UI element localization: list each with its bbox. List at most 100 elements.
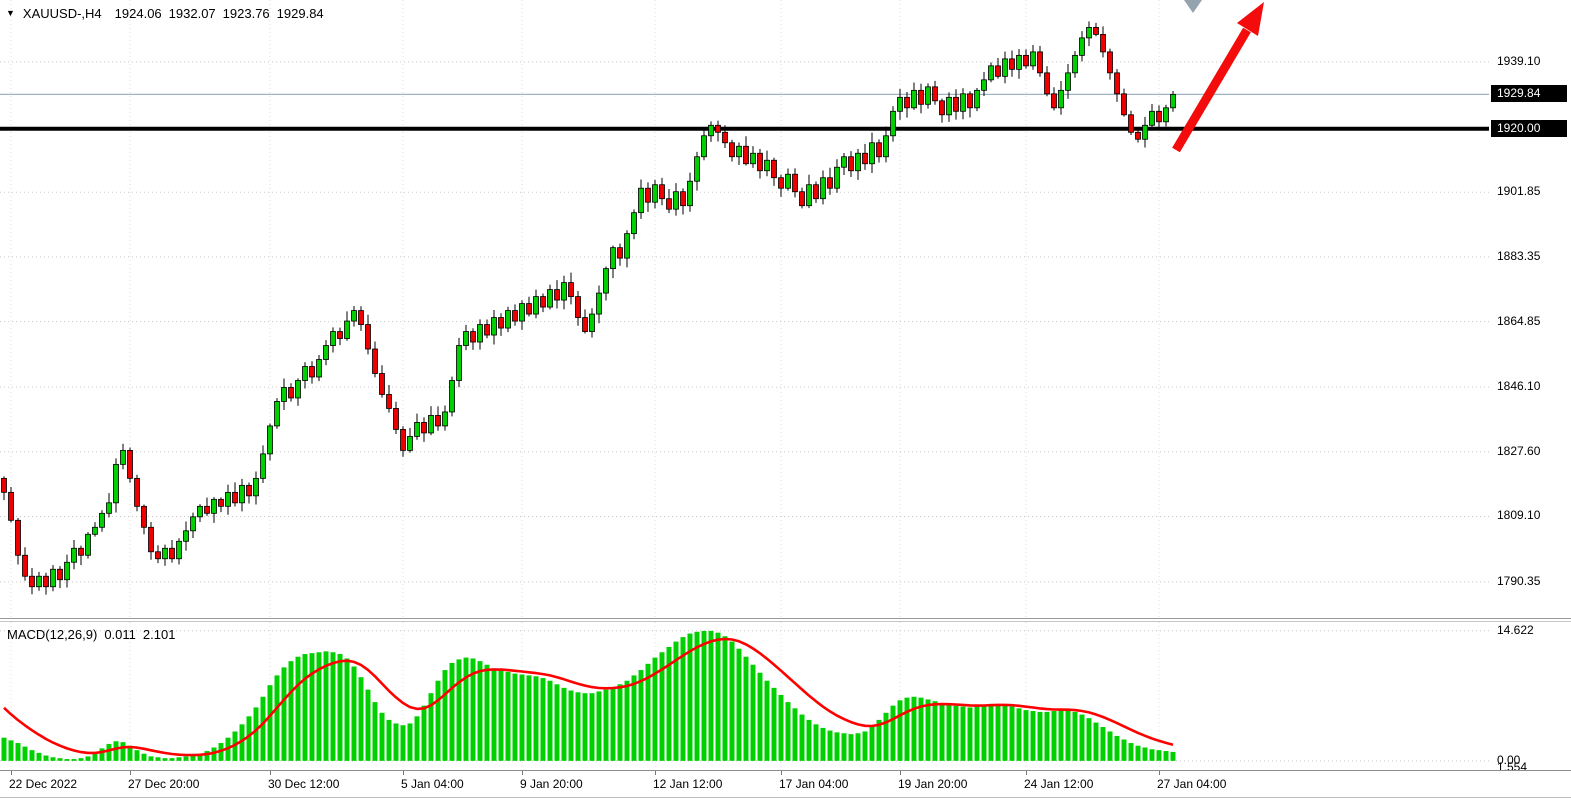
time-axis-tick <box>1159 771 1160 775</box>
price-chart-plot[interactable] <box>0 0 1489 618</box>
macd-bar <box>1044 711 1050 761</box>
candle <box>470 331 476 343</box>
candle <box>1149 110 1155 126</box>
candle <box>1079 37 1085 56</box>
time-axis-label: 24 Jan 12:00 <box>1024 777 1094 791</box>
macd-bar <box>43 755 49 761</box>
candle <box>1156 110 1162 123</box>
macd-bar <box>792 708 798 761</box>
time-axis-tick <box>900 771 901 775</box>
macd-bar <box>302 654 308 761</box>
macd-bar <box>155 757 161 761</box>
macd-bar <box>1135 745 1141 761</box>
candle <box>29 575 35 588</box>
candle <box>764 159 770 172</box>
macd-bar <box>281 667 287 761</box>
macd-bar <box>484 664 490 761</box>
candle <box>813 184 819 200</box>
macd-bar <box>71 759 77 761</box>
price-axis[interactable]: 1929.84 1920.00 1939.10 1901.85 1883.35 186… <box>1489 0 1571 618</box>
macd-bar <box>92 752 98 761</box>
macd-bar <box>652 657 658 761</box>
candle <box>141 505 147 528</box>
macd-bar <box>505 671 511 761</box>
candle <box>442 411 448 427</box>
macd-bar <box>1009 706 1015 761</box>
candle <box>603 268 609 294</box>
macd-bar <box>897 700 903 761</box>
time-axis-tick <box>522 771 523 775</box>
macd-bar <box>8 740 14 761</box>
macd-bar <box>365 689 371 761</box>
candle <box>1093 27 1099 35</box>
macd-bar <box>29 750 35 761</box>
macd-bar <box>526 675 532 761</box>
time-axis-tick <box>270 771 271 775</box>
price-tick-label: 1827.60 <box>1497 443 1541 458</box>
trend-arrow-head[interactable] <box>1237 2 1264 36</box>
candle <box>890 110 896 137</box>
candle <box>99 512 105 528</box>
trend-arrow[interactable] <box>1172 27 1251 153</box>
macd-bar <box>715 632 721 761</box>
macd-bar <box>295 656 301 761</box>
candle <box>855 152 861 172</box>
candle <box>15 519 21 556</box>
panel-divider[interactable] <box>0 618 1571 622</box>
macd-bar <box>778 694 784 761</box>
candle <box>883 135 889 158</box>
candle <box>568 282 574 297</box>
candle <box>197 505 203 518</box>
candle <box>246 484 252 497</box>
macd-bar <box>239 724 245 761</box>
candle <box>239 484 245 504</box>
macd-plot-svg[interactable] <box>0 622 1489 770</box>
price-chart-panel[interactable] <box>0 0 1489 618</box>
candle <box>722 131 728 144</box>
candle <box>848 156 854 172</box>
candle <box>820 177 826 200</box>
candle <box>911 89 917 109</box>
candle <box>925 86 931 105</box>
candle <box>757 152 763 172</box>
candle <box>547 289 553 308</box>
candle <box>582 317 588 332</box>
macd-axis[interactable]: 14.622 0.00 1.554 <box>1489 622 1571 774</box>
candle <box>358 310 364 325</box>
macd-bar <box>274 675 280 761</box>
macd-bar <box>1121 739 1127 761</box>
candle <box>1072 54 1078 74</box>
candle <box>8 491 14 521</box>
macd-bar <box>1051 711 1057 761</box>
price-tick-label: 1901.85 <box>1497 184 1541 199</box>
macd-panel[interactable] <box>0 622 1489 770</box>
macd-bar <box>57 758 63 761</box>
macd-bar <box>722 636 728 761</box>
candle <box>134 477 140 507</box>
candle <box>43 575 49 588</box>
macd-bar <box>589 693 595 761</box>
macd-bar <box>1114 735 1120 761</box>
macd-bar <box>617 684 623 761</box>
candle <box>904 96 910 109</box>
macd-bar <box>659 652 665 761</box>
candle <box>694 156 700 182</box>
low-value: 1923.76 <box>222 6 270 21</box>
macd-signal-line <box>3 637 1174 757</box>
macd-bar <box>708 630 714 761</box>
macd-bar <box>883 712 889 761</box>
macd-bar <box>785 702 791 761</box>
candle <box>428 415 434 434</box>
macd-bar <box>848 734 854 761</box>
candle <box>253 477 259 497</box>
candle <box>981 79 987 91</box>
macd-bar <box>932 701 938 761</box>
macd-bar <box>407 723 413 761</box>
macd-bar <box>127 745 133 761</box>
macd-bar <box>757 672 763 761</box>
time-axis[interactable]: 22 Dec 2022 27 Dec 20:00 30 Dec 12:00 5 Jan… <box>0 770 1571 798</box>
candle <box>92 526 98 535</box>
candle <box>526 303 532 315</box>
candle <box>967 93 973 109</box>
collapse-triangle-icon[interactable]: ▼ <box>6 8 15 18</box>
